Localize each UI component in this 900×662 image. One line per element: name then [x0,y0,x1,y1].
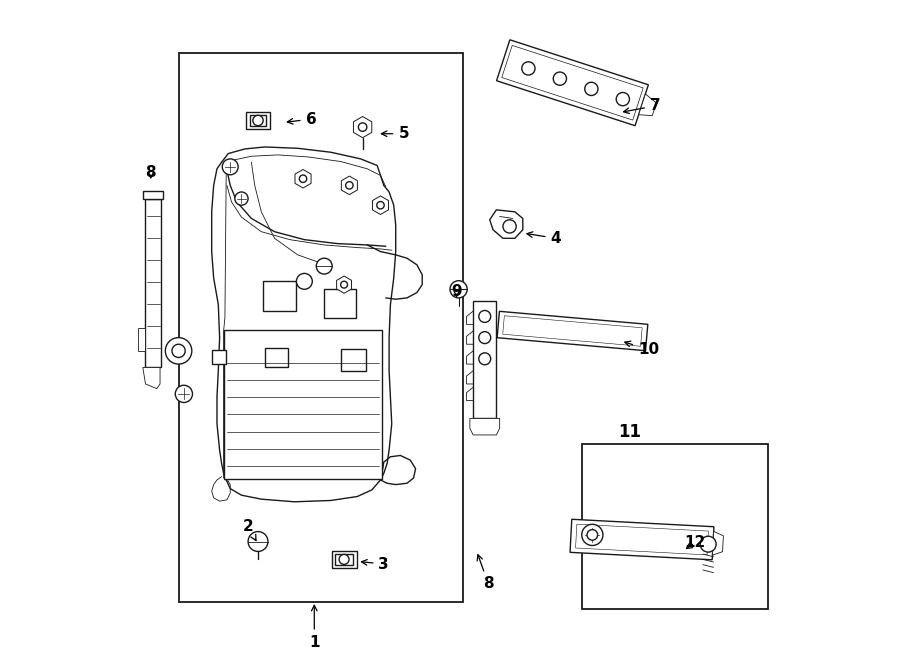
Circle shape [450,281,467,298]
Text: 4: 4 [526,231,562,246]
Polygon shape [490,210,523,238]
Polygon shape [502,46,644,120]
Text: 3: 3 [362,557,389,571]
Text: 12: 12 [684,536,706,550]
Circle shape [235,192,248,205]
Bar [324,289,356,318]
Circle shape [522,62,535,75]
Text: 11: 11 [618,422,642,441]
Polygon shape [576,524,708,555]
Bar [582,444,768,609]
Polygon shape [138,328,146,351]
Polygon shape [497,311,648,351]
Polygon shape [337,276,352,293]
Text: 6: 6 [287,112,317,126]
Bar [212,350,226,364]
Bar [223,330,382,479]
Circle shape [339,555,349,564]
Bar [178,53,464,602]
Polygon shape [373,196,389,214]
Polygon shape [146,199,161,367]
Circle shape [248,532,268,551]
Circle shape [479,353,490,365]
Bar [247,112,270,129]
Bar [249,115,266,126]
Polygon shape [470,418,500,435]
Bar [265,348,288,367]
Text: 2: 2 [243,519,256,540]
Circle shape [346,181,353,189]
Text: 5: 5 [382,126,409,141]
Circle shape [300,175,307,183]
Text: 7: 7 [624,99,661,113]
Circle shape [253,115,263,126]
Polygon shape [354,117,372,138]
Polygon shape [295,169,311,188]
Bar [341,349,366,371]
Text: 8: 8 [477,555,494,591]
Polygon shape [226,164,237,171]
Circle shape [377,201,384,209]
Polygon shape [143,191,164,199]
Circle shape [581,524,603,545]
Polygon shape [570,519,714,560]
Circle shape [176,385,193,402]
Circle shape [172,344,185,357]
Circle shape [166,338,192,364]
Circle shape [503,220,517,233]
Bar [264,281,296,311]
Polygon shape [341,176,357,195]
Polygon shape [497,40,648,126]
Circle shape [479,310,490,322]
Polygon shape [713,532,724,555]
Circle shape [587,530,598,540]
Bar [331,551,356,568]
Circle shape [316,258,332,274]
Circle shape [222,159,239,175]
Circle shape [554,72,566,85]
Text: 9: 9 [451,284,462,299]
Polygon shape [143,367,160,389]
Polygon shape [639,94,656,116]
Text: 10: 10 [625,341,659,357]
Circle shape [340,281,347,288]
Circle shape [585,82,598,95]
Circle shape [296,273,312,289]
Text: 8: 8 [146,165,156,179]
Circle shape [479,332,490,344]
Bar [335,553,354,565]
Polygon shape [473,301,496,418]
Circle shape [358,123,367,131]
Circle shape [700,536,716,552]
Circle shape [616,93,629,106]
Text: 1: 1 [309,605,320,649]
Polygon shape [503,316,643,346]
